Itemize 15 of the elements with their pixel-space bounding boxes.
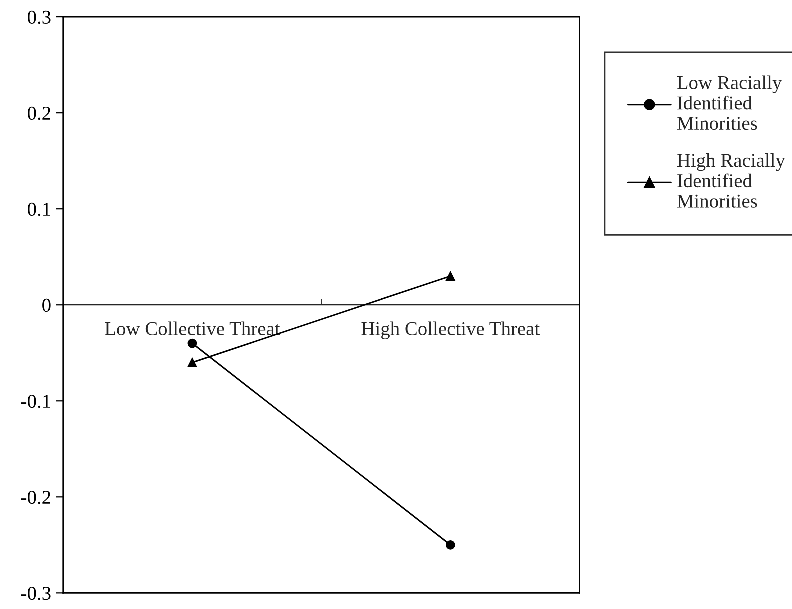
y-tick-label: -0.1 bbox=[22, 394, 50, 408]
point bbox=[188, 338, 198, 348]
x-tick-label: Low Collective Threat bbox=[105, 322, 280, 336]
point bbox=[188, 358, 198, 368]
y-tick-label: 0.3 bbox=[28, 10, 51, 24]
point bbox=[446, 540, 456, 550]
y-tick-label: 0.2 bbox=[28, 106, 50, 120]
legend-label: High Racially Identified Minorities bbox=[677, 154, 786, 208]
y-tick-label: -0.2 bbox=[22, 490, 50, 504]
point bbox=[446, 272, 456, 281]
y-tick-label: 0.1 bbox=[28, 202, 50, 216]
y-tick-label: 0 bbox=[42, 298, 51, 312]
legend-label: Low Racially Identified Minorities bbox=[677, 76, 782, 130]
y-tick-label: -0.3 bbox=[22, 586, 51, 600]
x-tick-label: High Collective Threat bbox=[362, 322, 540, 340]
